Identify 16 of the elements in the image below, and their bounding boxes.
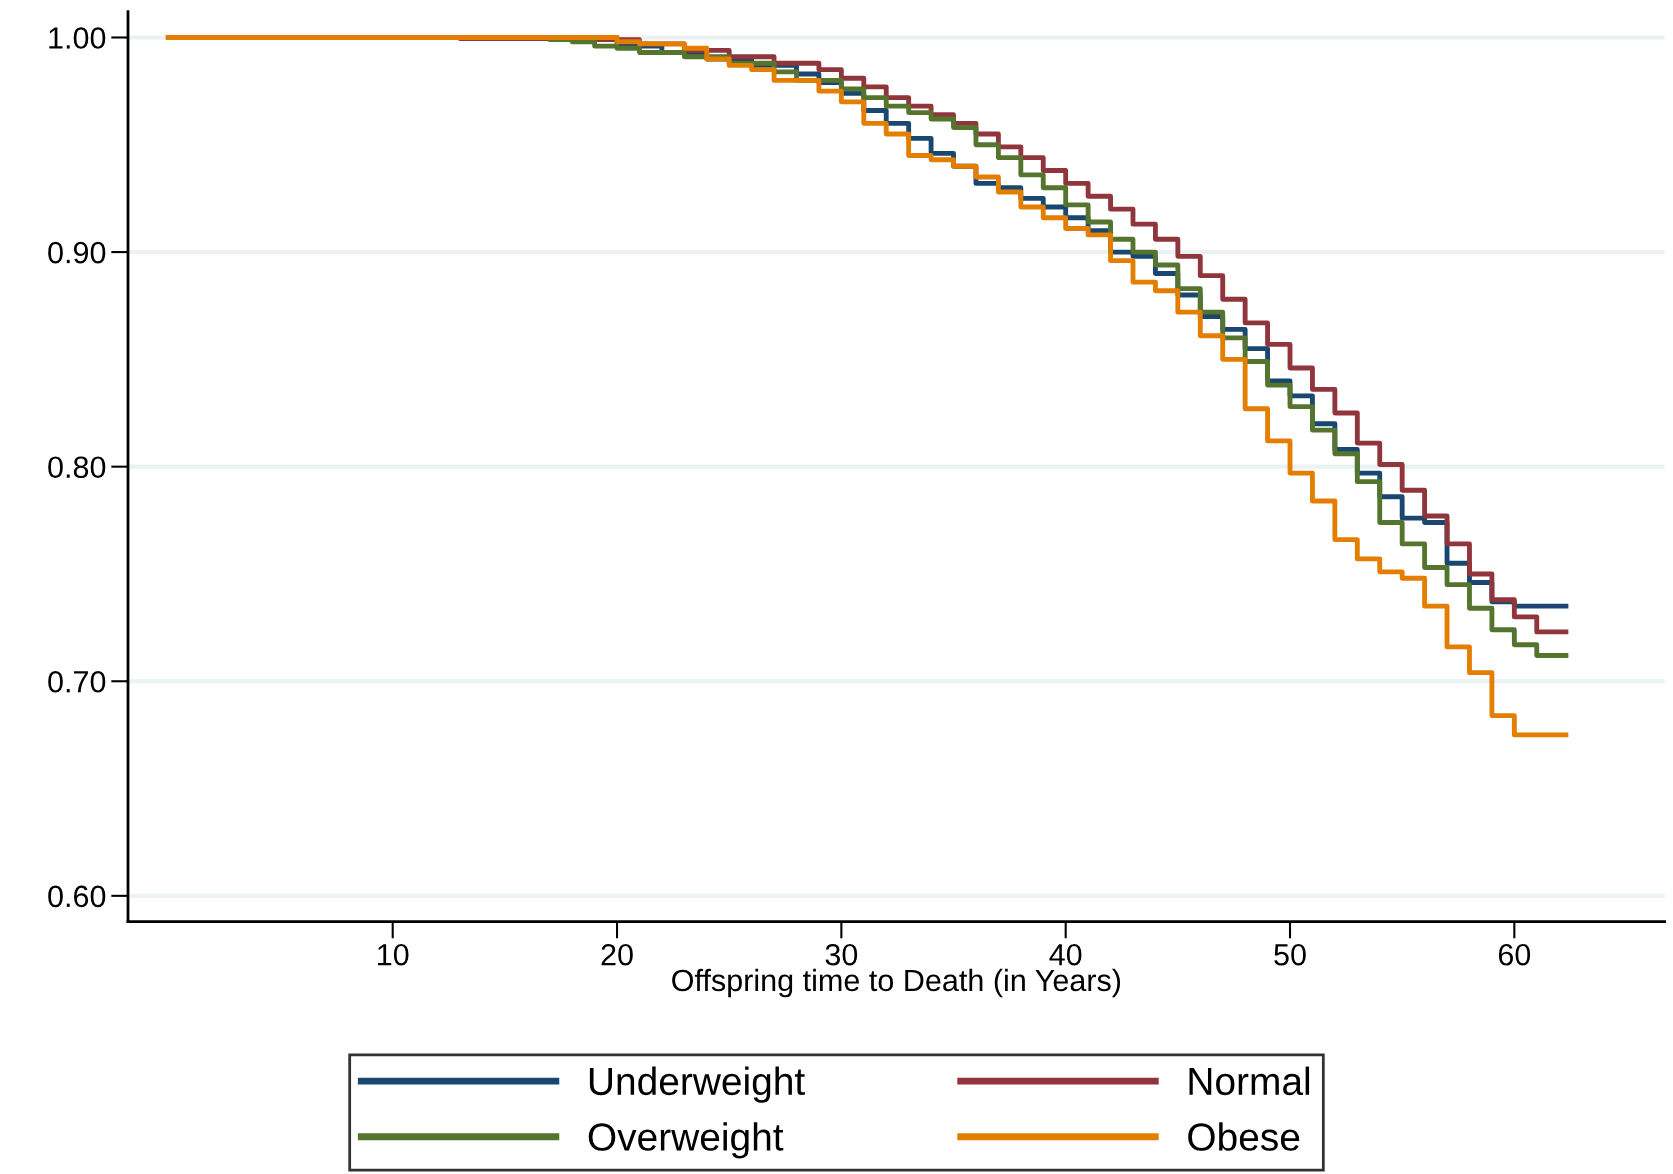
x-tick-label: 20 <box>601 943 633 966</box>
legend-label: Overweight <box>588 1122 784 1159</box>
y-tick-label: 0.90 <box>48 241 106 264</box>
x-tick-label: 30 <box>825 943 858 966</box>
x-tick-label: 10 <box>378 943 409 966</box>
x-tick-label: 60 <box>1498 943 1531 966</box>
y-tick-label: 0.60 <box>48 885 106 908</box>
y-tick-label: 1.00 <box>49 27 106 49</box>
y-tick-label: 0.80 <box>48 456 106 479</box>
x-tick-label: 50 <box>1274 943 1306 966</box>
legend-label: Obese <box>1188 1122 1300 1151</box>
x-axis-title: Offspring time to Death (in Years) <box>672 968 1121 998</box>
legend-label: Normal <box>1189 1066 1310 1096</box>
x-tick-label: 40 <box>1049 943 1082 966</box>
legend-label: Underweight <box>589 1066 805 1103</box>
y-tick-label: 0.70 <box>48 670 106 693</box>
